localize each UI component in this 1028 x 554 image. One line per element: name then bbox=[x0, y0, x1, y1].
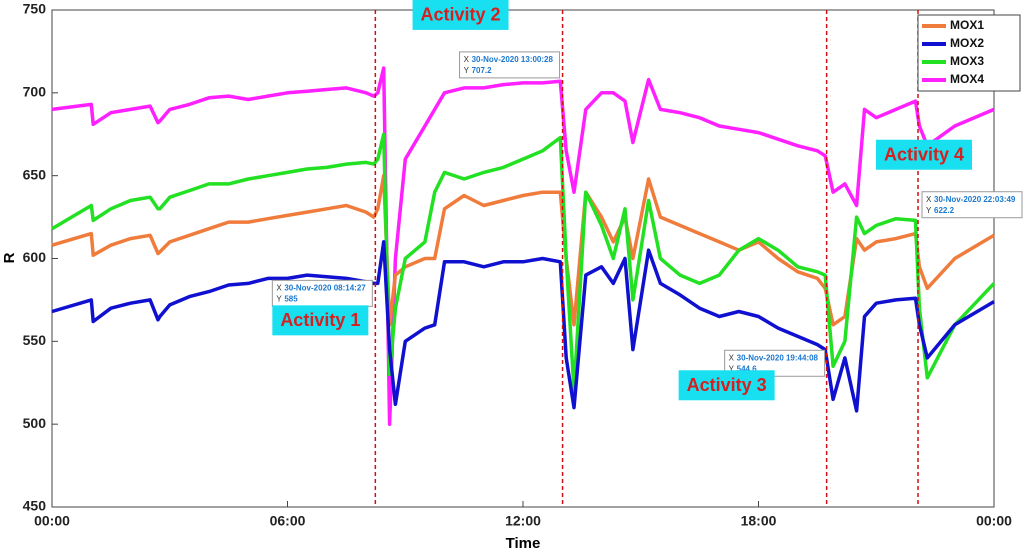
x-axis-label: Time bbox=[506, 535, 541, 552]
datatip-x-value: 30-Nov-2020 13:00:28 bbox=[472, 55, 554, 64]
activity-label: Activity 3 bbox=[687, 375, 767, 395]
y-tick-label: 450 bbox=[23, 498, 47, 514]
datatip: X 30-Nov-2020 22:03:49Y 622.2 bbox=[921, 191, 1023, 219]
series-line bbox=[51, 173, 995, 327]
datatip-x-value: 30-Nov-2020 22:03:49 bbox=[934, 195, 1016, 204]
y-tick-label: 550 bbox=[23, 332, 47, 348]
datatip-y-value: 585 bbox=[284, 294, 298, 303]
datatip-box bbox=[271, 279, 373, 307]
datatip-y-prefix: Y bbox=[729, 364, 735, 373]
datatip-y-value: 707.2 bbox=[472, 66, 493, 75]
datatip-box bbox=[459, 51, 561, 79]
datatip-x-value: 30-Nov-2020 08:14:27 bbox=[284, 283, 366, 292]
x-tick-label: 06:00 bbox=[270, 513, 306, 529]
datatip-x-prefix: X bbox=[464, 55, 470, 64]
activity-label-box bbox=[678, 370, 775, 401]
legend-label: MOX2 bbox=[950, 36, 984, 50]
datatip: X 30-Nov-2020 08:14:27Y 585 bbox=[271, 279, 373, 307]
datatip-x-prefix: X bbox=[926, 195, 932, 204]
datatip: X 30-Nov-2020 13:00:28Y 707.2 bbox=[459, 51, 561, 79]
legend-label: MOX3 bbox=[950, 54, 984, 68]
x-tick-label: 00:00 bbox=[976, 513, 1012, 529]
series-line bbox=[51, 132, 996, 393]
datatip-box bbox=[921, 191, 1023, 219]
activity-label: Activity 4 bbox=[884, 144, 964, 164]
y-axis-label: R bbox=[1, 252, 18, 263]
activity-label: Activity 2 bbox=[421, 5, 501, 25]
datatip-y-prefix: Y bbox=[464, 66, 470, 75]
series-line bbox=[51, 240, 995, 413]
plot-area bbox=[51, 9, 995, 508]
activity-label-box bbox=[272, 305, 369, 336]
x-tick-label: 00:00 bbox=[34, 513, 70, 529]
y-tick-label: 750 bbox=[23, 1, 47, 17]
y-tick-label: 700 bbox=[23, 84, 47, 100]
datatip-y-prefix: Y bbox=[926, 206, 932, 215]
datatip-x-prefix: X bbox=[729, 353, 735, 362]
legend-label: MOX1 bbox=[950, 18, 984, 32]
x-tick-label: 12:00 bbox=[505, 513, 541, 529]
datatip-x-value: 30-Nov-2020 19:44:08 bbox=[737, 353, 819, 362]
y-tick-label: 600 bbox=[23, 249, 47, 265]
activity-label-box bbox=[412, 0, 509, 30]
datatip-y-value: 622.2 bbox=[934, 206, 955, 215]
y-tick-label: 650 bbox=[23, 166, 47, 182]
datatip-y-value: 544.6 bbox=[737, 364, 758, 373]
y-tick-label: 500 bbox=[23, 415, 47, 431]
series-line bbox=[51, 66, 995, 426]
datatip-x-prefix: X bbox=[276, 283, 282, 292]
legend-label: MOX4 bbox=[950, 72, 984, 86]
activity-label: Activity 1 bbox=[280, 310, 360, 330]
activity-label-box bbox=[876, 139, 973, 170]
datatip-y-prefix: Y bbox=[276, 294, 282, 303]
x-tick-label: 18:00 bbox=[741, 513, 777, 529]
